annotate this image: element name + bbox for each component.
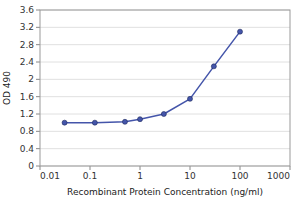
point (211, 64, 216, 69)
tick-mark (190, 166, 191, 170)
tick-mark (36, 96, 40, 97)
tick-label: 1.2 (20, 109, 34, 119)
point (138, 117, 143, 122)
tick-label: 0.4 (20, 144, 35, 154)
tick-mark (36, 166, 40, 167)
tick-label: 0.01 (40, 171, 60, 181)
grid-line (40, 131, 290, 132)
grid-line (40, 44, 290, 45)
point (92, 120, 97, 125)
tick-mark (36, 114, 40, 115)
tick-label: 0.8 (20, 126, 35, 136)
point (161, 112, 166, 117)
tick-label: 3.2 (20, 22, 34, 32)
tick-label: 3.6 (20, 5, 35, 15)
tick-mark (36, 27, 40, 28)
tick-mark (140, 166, 141, 170)
tick-label: 10 (184, 171, 196, 181)
line (65, 32, 240, 123)
tick-mark (90, 166, 91, 170)
tick-mark (36, 10, 40, 11)
tick-label: 0.1 (83, 171, 97, 181)
y-axis-label: OD 490 (2, 71, 12, 105)
tick-label: 2 (28, 74, 34, 84)
tick-mark (290, 166, 291, 170)
grid-line (40, 96, 290, 97)
grid-line (40, 62, 290, 63)
point (188, 96, 193, 101)
tick-mark (36, 62, 40, 63)
grid-line (40, 148, 290, 149)
point (122, 119, 127, 124)
chart-container: 0 0.4 0.8 1.2 1.6 2 2.4 2.8 3.2 3.6 0.01 0.1 1 10 100 1… (0, 0, 300, 200)
tick-label: 1 (137, 171, 143, 181)
tick-mark (40, 166, 41, 170)
grid-line (40, 27, 290, 28)
chart: 0 0.4 0.8 1.2 1.6 2 2.4 2.8 3.2 3.6 0.01 0.1 1 10 100 1… (0, 0, 300, 200)
tick-label: 2.8 (20, 40, 35, 50)
plot-frame (40, 10, 290, 166)
point (238, 29, 243, 34)
axes: 0 0.4 0.8 1.2 1.6 2 2.4 2.8 3.2 3.6 0.01 0.1 1 10 100 1… (20, 5, 291, 181)
x-axis-label: Recombinant Protein Concentration (ng/ml… (67, 187, 263, 197)
tick-label: 0 (28, 161, 34, 171)
tick-label: 100 (231, 171, 248, 181)
series (62, 29, 242, 125)
tick-mark (36, 148, 40, 149)
tick-mark (36, 79, 40, 80)
tick-mark (36, 131, 40, 132)
tick-label: 1000 (267, 171, 290, 181)
tick-label: 1.6 (20, 92, 35, 102)
tick-mark (36, 44, 40, 45)
tick-label: 2.4 (20, 57, 35, 67)
grid-line (40, 79, 290, 80)
tick-mark (240, 166, 241, 170)
point (62, 120, 67, 125)
